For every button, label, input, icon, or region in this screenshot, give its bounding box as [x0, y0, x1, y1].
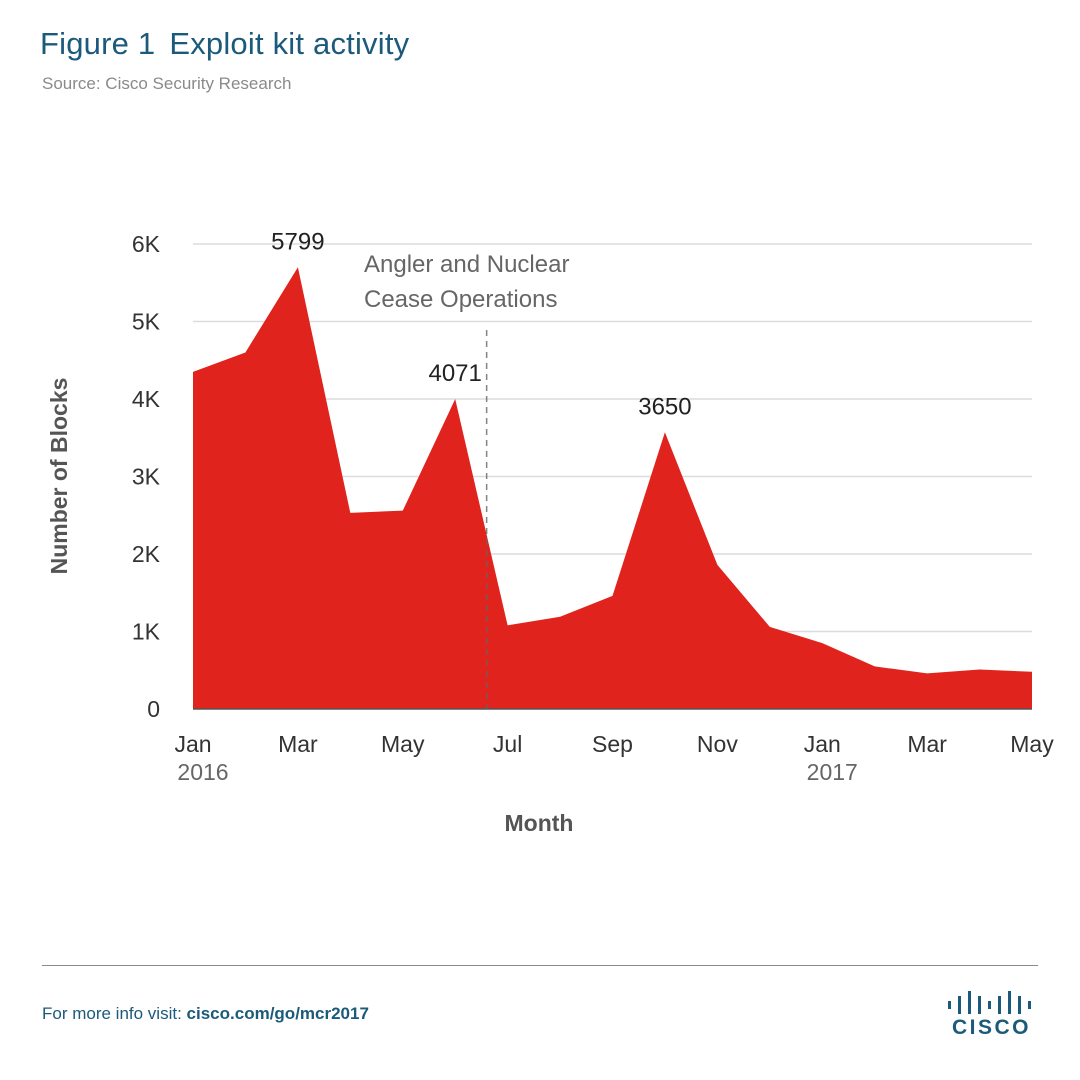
- x-tick-label: Mar: [278, 731, 318, 757]
- x-tick-label: May: [381, 731, 425, 757]
- x-tick-label: Jul: [493, 731, 522, 757]
- x-tick-label: Jan: [804, 731, 841, 757]
- x-tick-label: May: [1010, 731, 1054, 757]
- cisco-bars-icon: [948, 991, 1031, 1014]
- area-series: [193, 267, 1032, 709]
- y-tick-label: 2K: [132, 541, 161, 567]
- y-tick-label: 5K: [132, 309, 161, 335]
- data-label: 3650: [638, 393, 691, 420]
- footer-info: For more info visit: cisco.com/go/mcr201…: [42, 1004, 369, 1024]
- footer-link[interactable]: cisco.com/go/mcr2017: [186, 1004, 369, 1023]
- x-tick-label: Mar: [907, 731, 947, 757]
- y-tick-label: 3K: [132, 464, 161, 490]
- y-tick-label: 1K: [132, 619, 161, 645]
- x-tick-year: 2017: [807, 759, 858, 785]
- y-tick-label: 4K: [132, 386, 161, 412]
- x-tick-label: Sep: [592, 731, 633, 757]
- area-chart: 0 1K 2K 3K 4K 5K 6K Angler and Nuclear Cease Ope…: [46, 228, 1054, 836]
- chart-source: Source: Cisco Security Research: [42, 74, 292, 93]
- x-axis-title: Month: [505, 810, 574, 836]
- y-axis-title: Number of Blocks: [46, 378, 72, 575]
- data-label: 5799: [271, 228, 324, 255]
- chart-title-block: Figure 1 Exploit kit activity: [40, 26, 409, 62]
- annotation-text: Cease Operations: [364, 286, 557, 313]
- x-tick-label: Nov: [697, 731, 738, 757]
- y-tick-label: 0: [147, 696, 160, 722]
- footer-prefix: For more info visit:: [42, 1004, 187, 1023]
- x-tick-year: 2016: [177, 759, 228, 785]
- chart-title: Exploit kit activity: [169, 26, 410, 61]
- annotation-text: Angler and Nuclear: [364, 251, 569, 278]
- x-tick-label: Jan: [174, 731, 211, 757]
- y-tick-label: 6K: [132, 231, 161, 257]
- cisco-logo-text: CISCO: [952, 1016, 1032, 1039]
- data-label: 4071: [428, 360, 481, 387]
- figure-number: Figure 1: [40, 26, 156, 61]
- footer-divider: [42, 965, 1038, 966]
